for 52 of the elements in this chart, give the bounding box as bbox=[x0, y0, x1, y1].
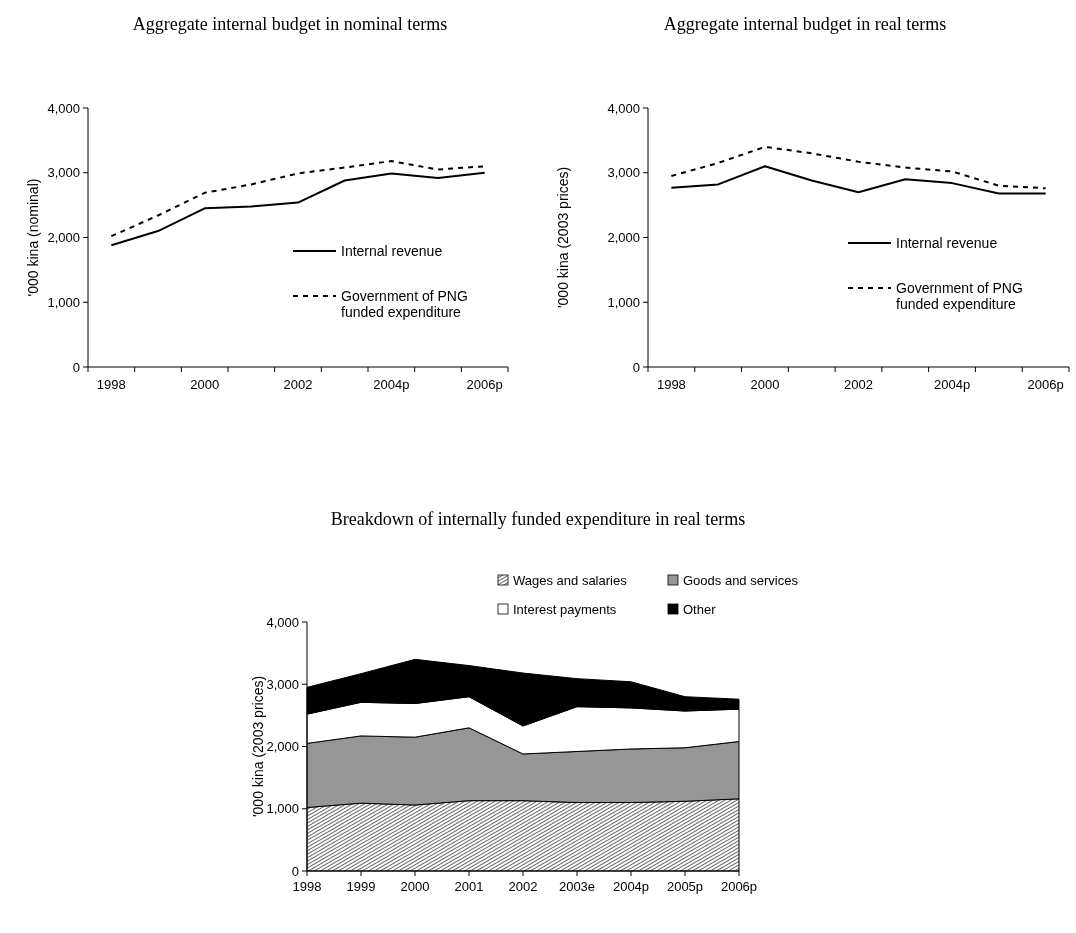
y-tick-label: 4,000 bbox=[47, 100, 80, 116]
chart-title: Breakdown of internally funded expenditure in real terms bbox=[330, 509, 746, 529]
x-tick-label: 2002 bbox=[283, 377, 313, 392]
x-tick-label: 2004p bbox=[373, 377, 410, 392]
x-tick-label: 2003e bbox=[558, 879, 596, 894]
y-tick-label: 1,000 bbox=[266, 801, 299, 817]
y-tick-label: 2,000 bbox=[266, 739, 299, 755]
x-tick-label: 2000 bbox=[190, 377, 220, 392]
x-tick-label: 1998 bbox=[656, 377, 686, 392]
legend-label: Other bbox=[683, 601, 717, 617]
legend-label: Goods and services bbox=[683, 572, 799, 588]
x-tick-label: 2000 bbox=[750, 377, 780, 392]
x-tick-label: 2006p bbox=[720, 879, 758, 894]
x-tick-label: 1998 bbox=[96, 377, 126, 392]
y-tick-label: 4,000 bbox=[607, 100, 640, 116]
x-tick-label: 2002 bbox=[844, 377, 873, 392]
line-series bbox=[110, 171, 486, 247]
line-series bbox=[110, 160, 486, 238]
y-tick-label: 4,000 bbox=[266, 614, 299, 630]
y-tick-label: 3,000 bbox=[607, 165, 640, 181]
y-tick-label: 1,000 bbox=[607, 294, 640, 310]
y-tick-label: 1,000 bbox=[47, 294, 80, 310]
x-tick-label: 2000 bbox=[400, 879, 430, 894]
legend-label: Wages and salaries bbox=[513, 572, 628, 588]
x-tick-label: 2005p bbox=[666, 879, 704, 894]
y-tick-label: 0 bbox=[632, 359, 640, 375]
x-tick-label: 2006p bbox=[466, 377, 503, 392]
x-tick-label: 1999 bbox=[346, 879, 376, 894]
legend-label: Internal revenue bbox=[896, 234, 998, 251]
x-tick-label: 2004p bbox=[612, 879, 650, 894]
legend-label: Internal revenue bbox=[341, 242, 443, 259]
legend-label: Interest payments bbox=[513, 601, 617, 617]
y-axis-title: '000 kina (2003 prices) bbox=[250, 675, 266, 818]
y-tick-label: 3,000 bbox=[47, 165, 80, 181]
legend-label: Government of PNG funded expenditure bbox=[896, 279, 1023, 312]
y-tick-label: 3,000 bbox=[266, 676, 299, 692]
chart-title: Aggregate internal budget in real terms bbox=[663, 14, 947, 34]
y-tick-label: 0 bbox=[72, 359, 80, 375]
x-tick-label: 1998 bbox=[292, 879, 322, 894]
x-tick-label: 2004p bbox=[933, 377, 971, 392]
x-tick-label: 2002 bbox=[508, 879, 538, 894]
y-axis-title: '000 kina (nominal) bbox=[25, 178, 41, 297]
legend-label: Government of PNG funded expenditure bbox=[341, 287, 468, 320]
x-tick-label: 2001 bbox=[454, 879, 484, 894]
y-tick-label: 2,000 bbox=[607, 230, 640, 246]
y-tick-label: 2,000 bbox=[47, 230, 80, 246]
line-series bbox=[670, 165, 1047, 195]
y-axis-title: '000 kina (2003 prices) bbox=[555, 166, 571, 309]
chart-title: Aggregate internal budget in nominal terms bbox=[132, 14, 448, 34]
y-tick-label: 0 bbox=[291, 863, 299, 879]
x-tick-label: 2006p bbox=[1027, 377, 1064, 392]
line-series bbox=[670, 145, 1047, 190]
